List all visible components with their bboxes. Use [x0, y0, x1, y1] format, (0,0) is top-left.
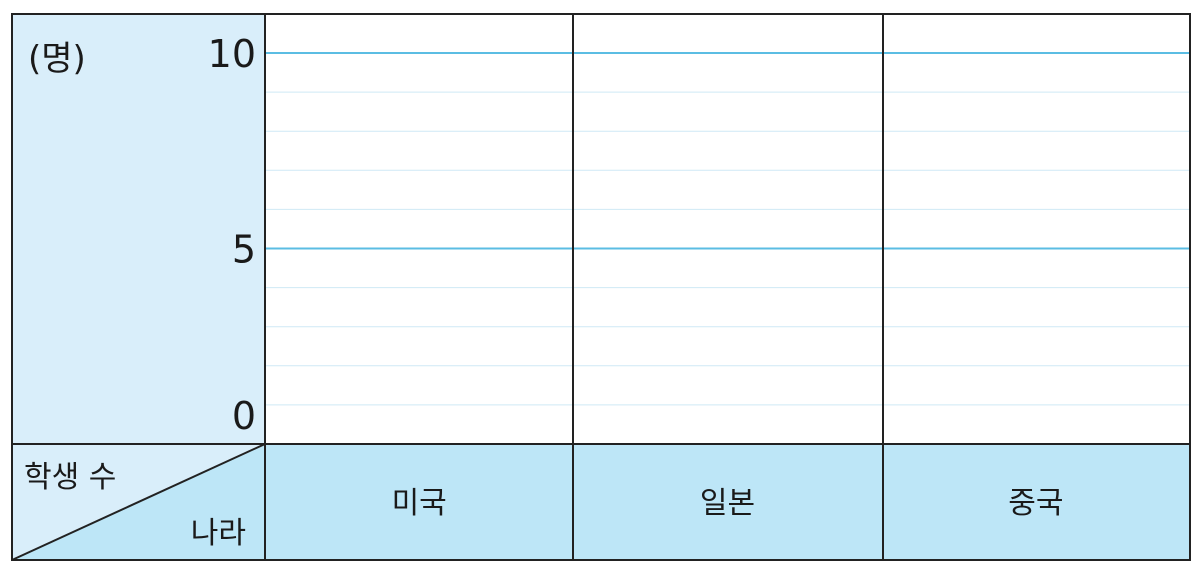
y-tick-label: 5: [232, 228, 256, 272]
y-tick-label: 10: [208, 32, 256, 76]
grid-lines: [265, 52, 1190, 406]
outer-border: [11, 13, 1191, 561]
corner-diagonal: [11, 443, 266, 561]
y-unit-label: (명): [28, 39, 86, 79]
category-label: 일본: [700, 486, 755, 521]
category-band: [265, 444, 1190, 560]
y-tick-label: 0: [232, 394, 256, 438]
corner-col-label: 나라: [191, 516, 246, 551]
category-label: 중국: [1008, 486, 1063, 521]
corner-row-label: 학생 수: [24, 460, 116, 495]
category-labels: 미국 일본 중국: [392, 486, 1064, 521]
y-axis-panel: [12, 14, 265, 444]
plot-area: [265, 14, 1190, 444]
category-label: 미국: [392, 486, 447, 521]
y-tick-labels: 0 5 10: [208, 32, 256, 438]
